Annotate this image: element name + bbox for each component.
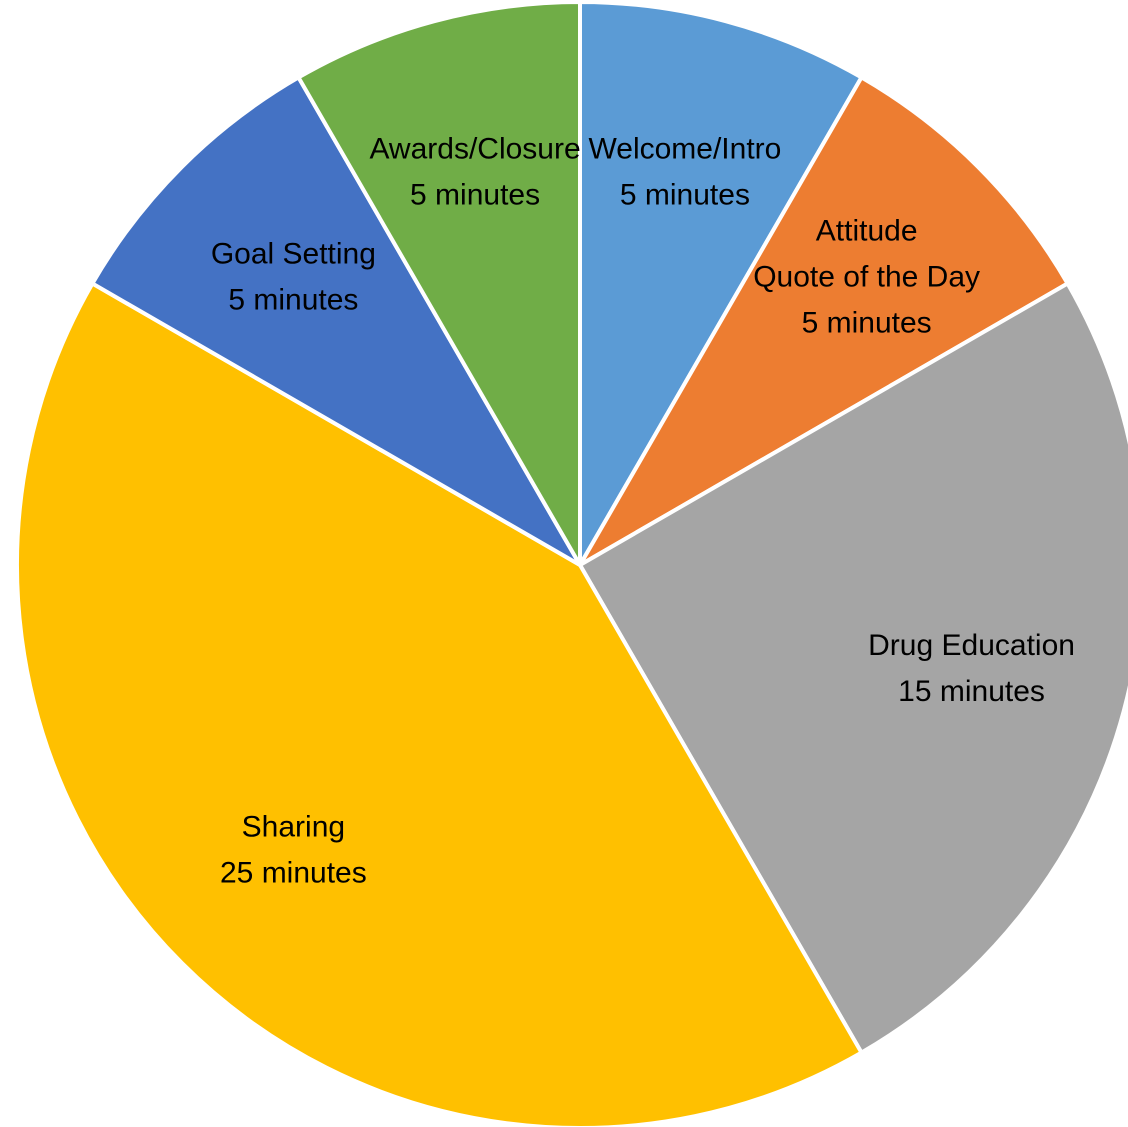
- pie-slice-attitude-quote-of-the-day: [578, 75, 1070, 567]
- slice-label-goal-setting: Goal Setting 5 minutes: [211, 237, 376, 316]
- slice-value-label: 25 minutes: [220, 857, 367, 890]
- slice-category-label: Attitude: [816, 214, 918, 247]
- slice-category-label: Drug Education: [868, 629, 1075, 662]
- slice-category-label: Sharing: [242, 811, 345, 844]
- slice-value-label: 15 minutes: [898, 675, 1045, 708]
- slice-value-label: 5 minutes: [620, 178, 750, 211]
- pie-slice-drug-education: [578, 281, 1128, 1055]
- slice-label-awards-closure: Awards/Closure 5 minutes: [369, 132, 580, 211]
- slice-value-label: 5 minutes: [228, 283, 358, 316]
- slice-category-label: Welcome/Intro: [588, 132, 781, 165]
- pie-slice-sharing: [15, 281, 864, 1127]
- slice-category-label: Goal Setting: [211, 237, 376, 270]
- slice-value-label: 5 minutes: [410, 178, 540, 211]
- slice-label-welcome-intro: Welcome/Intro 5 minutes: [588, 132, 781, 211]
- labels-layer: Welcome/Intro 5 minutes Attitude Quote of t…: [211, 132, 1075, 889]
- slice-category-label: Quote of the Day: [753, 260, 980, 293]
- slices-layer: [15, 0, 1128, 1127]
- pie-slice-goal-setting: [90, 75, 582, 567]
- slice-label-sharing: Sharing 25 minutes: [220, 811, 367, 890]
- slice-label-attitude-quote-of-the-day: Attitude Quote of the Day 5 minutes: [753, 214, 980, 339]
- slice-value-label: 5 minutes: [802, 306, 932, 339]
- pie-slice-welcome-intro: [578, 0, 864, 567]
- pie-slice-awards-closure: [296, 0, 582, 567]
- slice-label-drug-education: Drug Education 15 minutes: [868, 629, 1075, 708]
- slice-category-label: Awards/Closure: [369, 132, 580, 165]
